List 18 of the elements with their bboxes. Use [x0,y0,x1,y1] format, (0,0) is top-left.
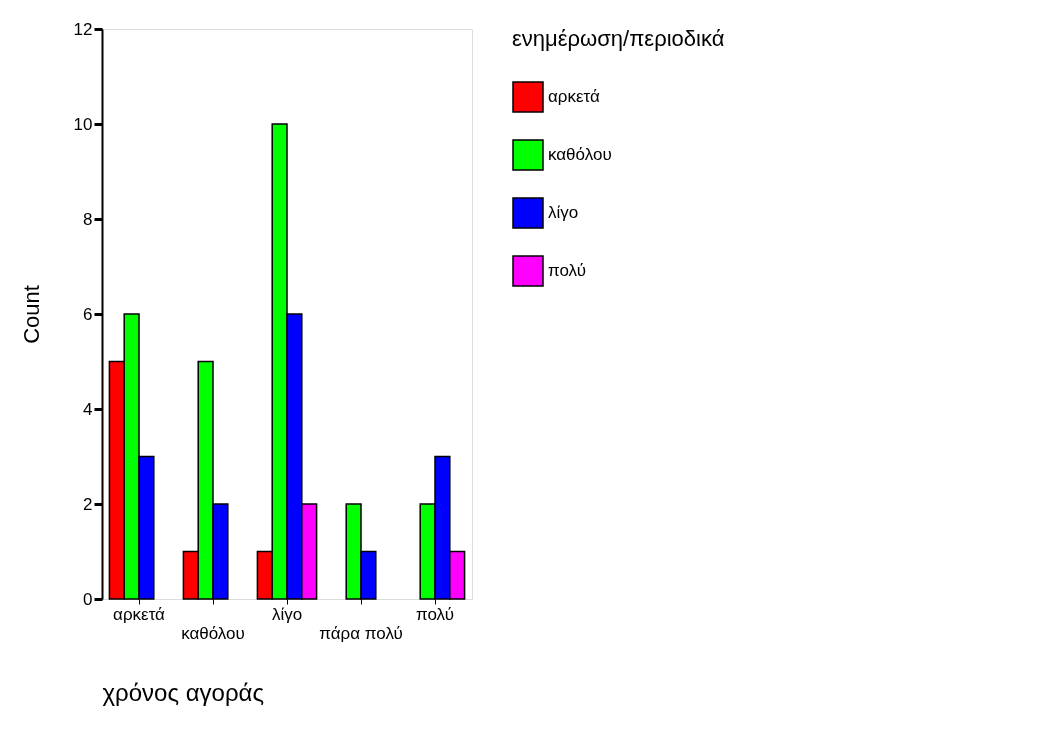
x-tick-label: πάρα πολύ [319,623,403,643]
legend-label: καθόλου [548,145,612,164]
x-axis-title: χρόνος αγοράς [102,678,264,706]
x-tick-label: πολύ [415,604,455,624]
y-tick-label: 6 [83,304,93,324]
legend-label: αρκετά [548,87,601,106]
legend-label: πολύ [548,261,587,280]
y-tick-label: 2 [83,494,93,514]
legend-label: λίγο [548,203,579,222]
legend-title: ενημέρωση/περιοδικά [512,26,725,51]
y-axis-title: Count [18,285,44,344]
y-tick-label: 0 [83,589,93,609]
x-tick-label: αρκετά [113,604,166,624]
y-tick-label: 4 [83,399,93,419]
y-tick-label: 8 [83,209,93,229]
y-tick-label: 12 [73,19,93,39]
y-tick-label: 10 [73,114,93,134]
x-tick-label: λίγο [271,604,303,624]
